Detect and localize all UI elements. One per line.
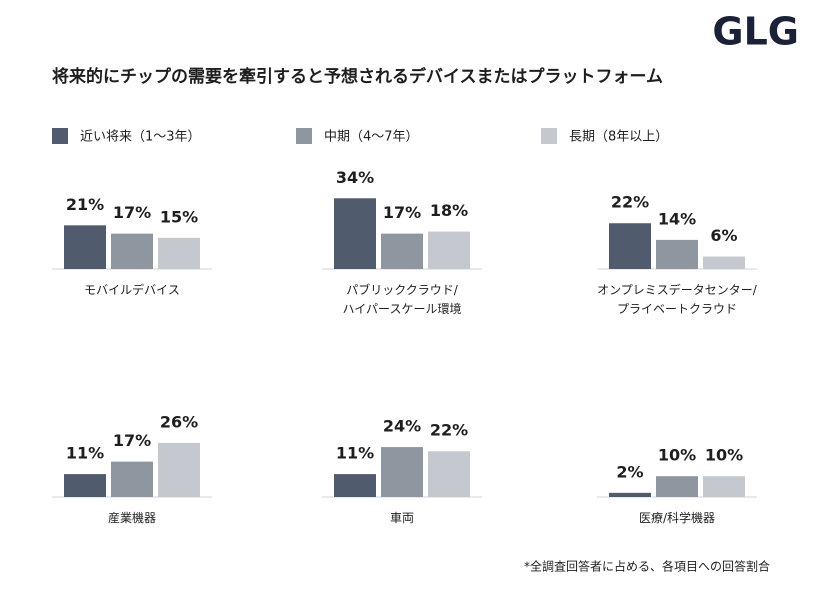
bar: [609, 223, 651, 269]
value-label: 2%: [616, 462, 643, 481]
legend-swatch: [541, 128, 557, 144]
category-label: オンプレミスデータセンター/ プライベートクラウド: [597, 283, 757, 316]
bar: [64, 225, 106, 269]
value-label: 21%: [66, 195, 104, 214]
value-label: 34%: [336, 168, 374, 187]
category-label: 車両: [389, 511, 414, 525]
value-label: 14%: [658, 209, 696, 228]
bar: [609, 492, 651, 497]
footnote: *全調査回答者に占める、各項目への回答割合: [524, 559, 770, 574]
legend-label: 中期（4〜7年）: [324, 130, 419, 145]
bar: [381, 233, 423, 269]
logo: GLG: [712, 10, 799, 54]
bar: [703, 256, 745, 269]
legend-swatch: [52, 128, 68, 144]
value-label: 10%: [658, 446, 696, 465]
value-label: 22%: [611, 193, 649, 212]
value-label: 17%: [113, 203, 151, 222]
bar: [334, 198, 376, 269]
value-label: 18%: [430, 201, 468, 220]
bar: [111, 233, 153, 269]
value-label: 15%: [160, 207, 198, 226]
bar: [656, 476, 698, 497]
value-label: 10%: [705, 446, 743, 465]
value-label: 24%: [383, 417, 421, 436]
category-label: モバイルデバイス: [84, 283, 180, 297]
value-label: 22%: [430, 421, 468, 440]
legend-swatch: [296, 128, 312, 144]
category-label: 産業機器: [107, 511, 156, 525]
bar: [428, 451, 470, 497]
category-label: 医療/科学機器: [638, 511, 716, 525]
bar: [334, 474, 376, 497]
value-label: 17%: [383, 203, 421, 222]
bar: [158, 442, 200, 497]
value-label: 11%: [66, 444, 104, 463]
value-label: 26%: [160, 412, 198, 431]
legend-label: 近い将来（1〜3年）: [80, 130, 201, 145]
bar: [703, 476, 745, 497]
chart-title: 将来的にチップの需要を牽引すると予想されるデバイスまたはプラットフォーム: [52, 66, 663, 87]
value-label: 6%: [710, 226, 737, 245]
legend-label: 長期（8年以上）: [569, 130, 668, 145]
bar: [381, 447, 423, 497]
bar: [111, 461, 153, 497]
bar: [656, 239, 698, 269]
value-label: 11%: [336, 444, 374, 463]
bar: [64, 474, 106, 497]
bar: [428, 231, 470, 269]
category-label: パブリッククラウド/ ハイパースケール環境: [342, 283, 462, 316]
value-label: 17%: [113, 431, 151, 450]
bar: [158, 237, 200, 269]
